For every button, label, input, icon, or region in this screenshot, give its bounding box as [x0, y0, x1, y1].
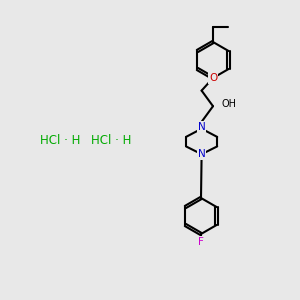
Text: HCl · H: HCl · H	[40, 134, 80, 148]
Text: HCl · H: HCl · H	[91, 134, 131, 148]
Text: OH: OH	[221, 99, 236, 109]
Text: N: N	[198, 122, 206, 132]
Text: O: O	[209, 73, 217, 83]
Text: F: F	[198, 237, 204, 247]
Text: N: N	[198, 149, 206, 159]
